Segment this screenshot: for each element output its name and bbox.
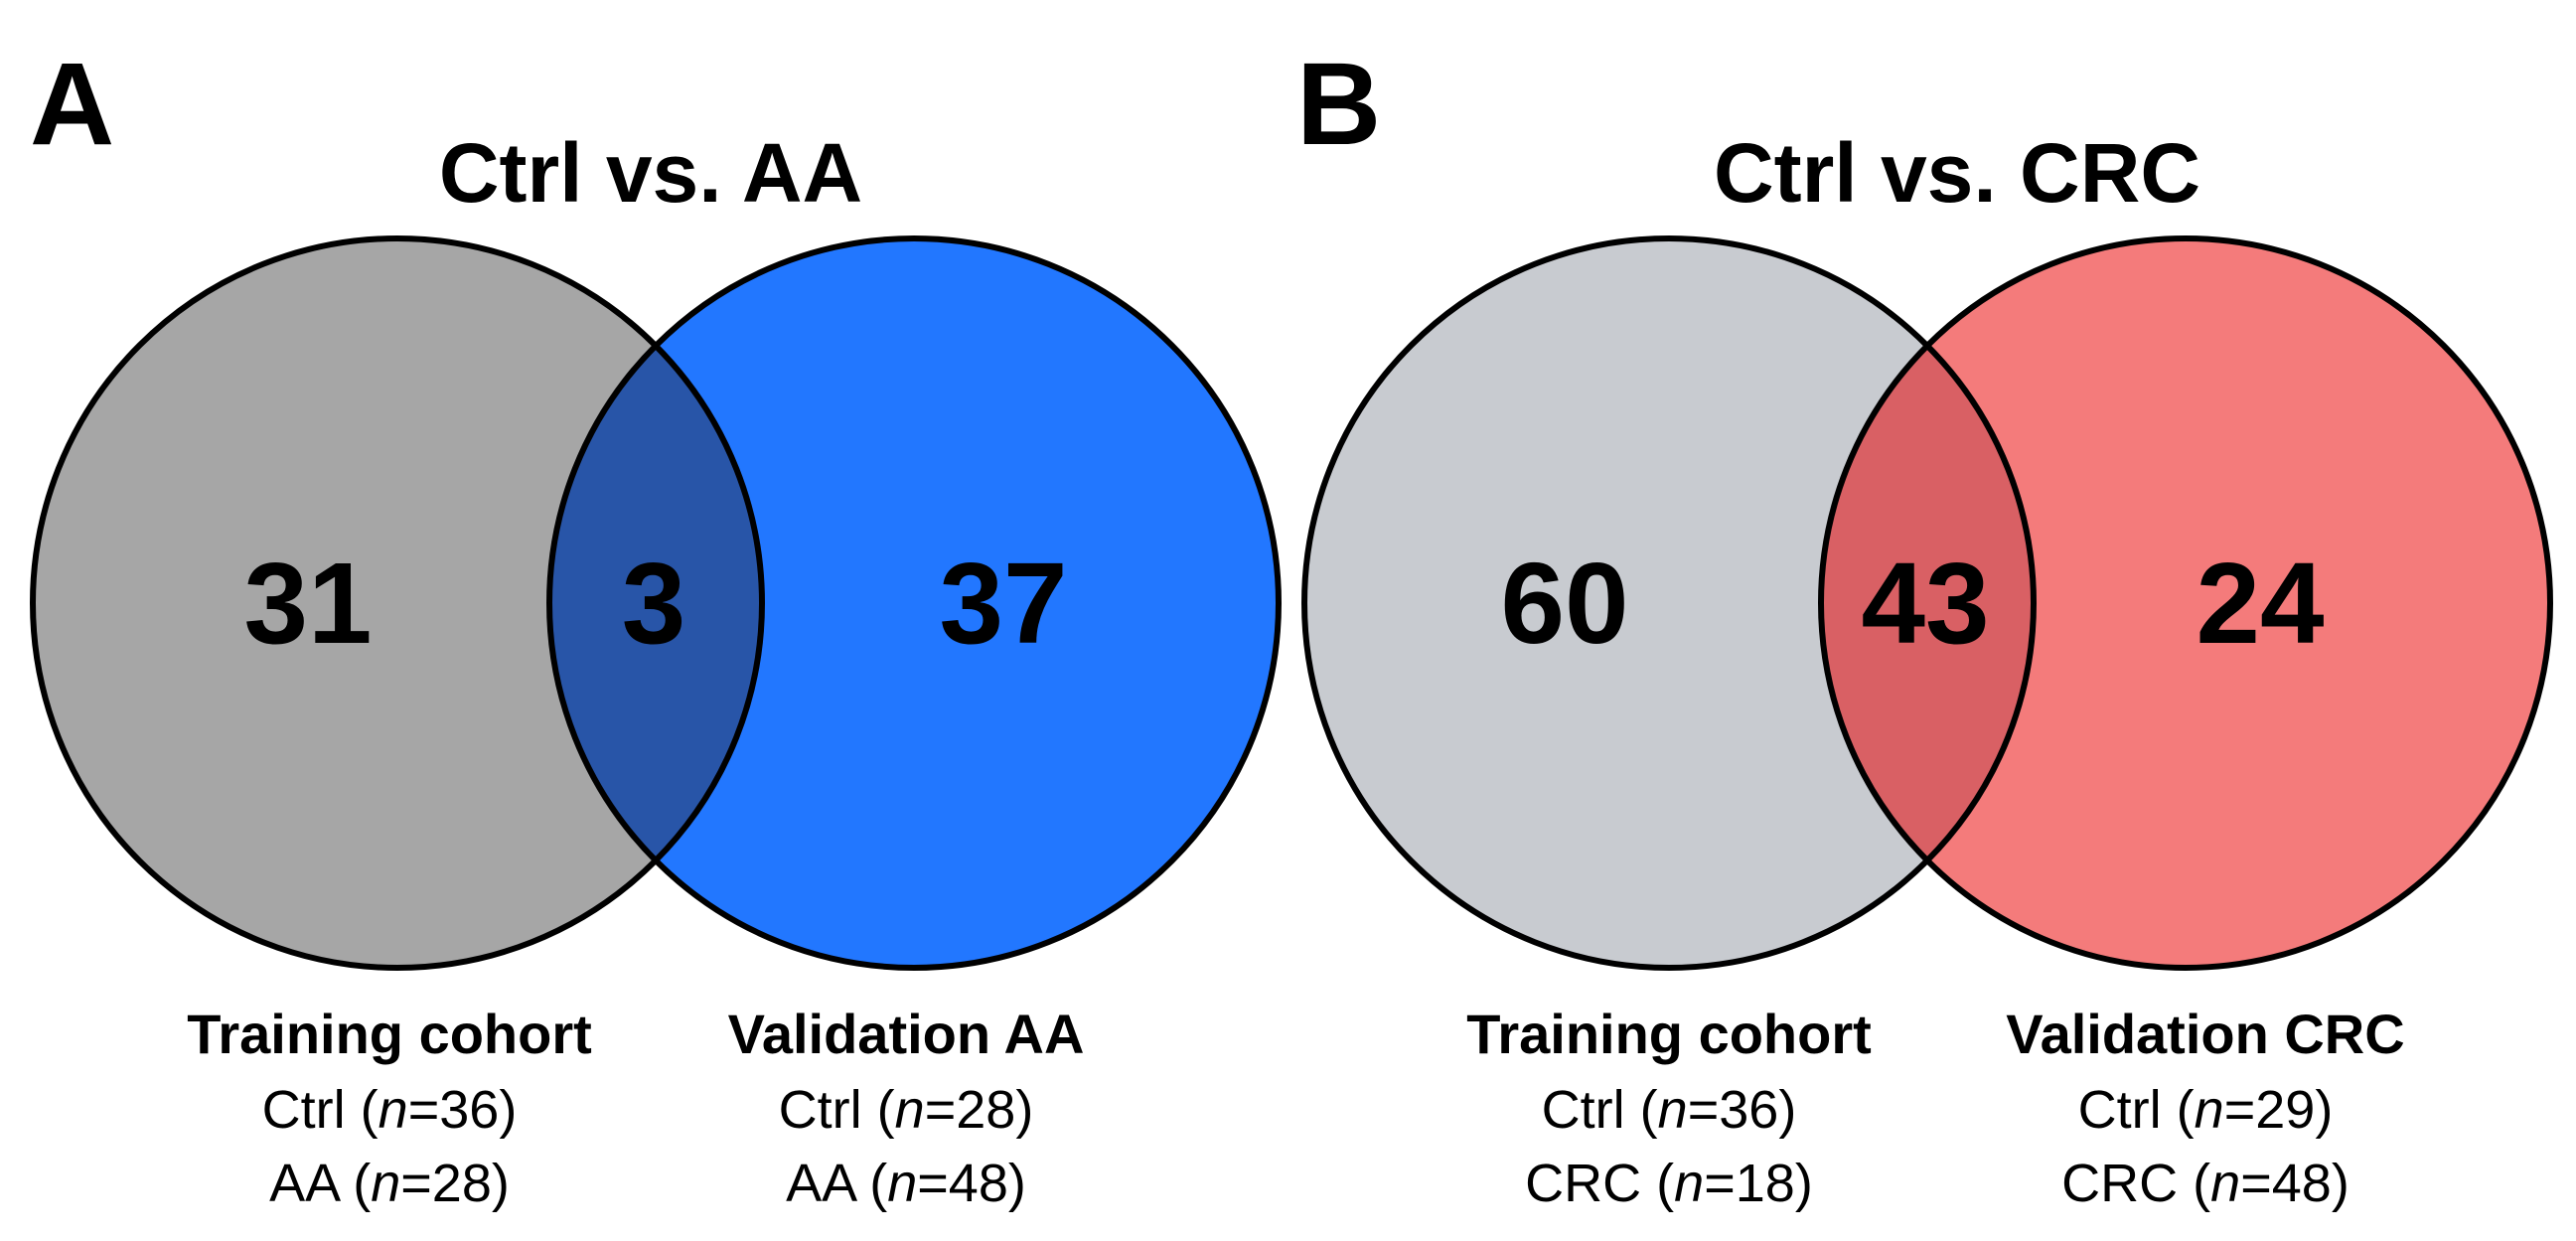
set-circle-left-outline xyxy=(1301,235,2037,971)
group-n: 29 xyxy=(2255,1080,2316,1140)
group-n: 28 xyxy=(431,1154,492,1213)
group-label: AA xyxy=(786,1154,855,1213)
group-n: 18 xyxy=(1735,1154,1795,1213)
panel-title: Ctrl vs. CRC xyxy=(1713,126,2201,220)
left-set-title: Training cohort xyxy=(187,1003,592,1065)
count-overlap: 3 xyxy=(622,539,686,668)
set-circle-right-outline xyxy=(546,235,1282,971)
set-circle-left-fill xyxy=(33,238,762,968)
count-right-only: 24 xyxy=(2196,539,2324,668)
panel-letter: B xyxy=(1296,39,1382,170)
right-set-title: Validation CRC xyxy=(2006,1003,2405,1065)
group-label: Ctrl xyxy=(778,1080,862,1140)
right-set-group-line: CRC (n=48) xyxy=(2061,1154,2349,1213)
right-set-caption: Validation AA Ctrl (n=28) AA (n=48) xyxy=(728,996,1085,1220)
right-set-group-line: AA (n=48) xyxy=(786,1154,1026,1213)
count-right-only: 37 xyxy=(939,539,1067,668)
venn-diagram: 60 43 24 xyxy=(1301,235,2553,971)
group-n: 48 xyxy=(2271,1154,2332,1213)
panel-letter: A xyxy=(30,39,115,170)
group-label: Ctrl xyxy=(2077,1080,2162,1140)
group-label: AA xyxy=(269,1154,339,1213)
left-set-caption: Training cohort Ctrl (n=36) AA (n=28) xyxy=(187,996,592,1220)
panel-b: B Ctrl vs. CRC 60 43 24 Training cohort … xyxy=(1291,0,2576,1241)
left-set-title: Training cohort xyxy=(1466,1003,1872,1065)
group-n: 28 xyxy=(956,1080,1016,1140)
set-circle-right-fill xyxy=(1821,238,2550,968)
group-label: Ctrl xyxy=(261,1080,346,1140)
right-set-group-line: Ctrl (n=29) xyxy=(2077,1080,2334,1140)
set-circle-right-outline xyxy=(1818,235,2553,971)
group-n: 36 xyxy=(1719,1080,1779,1140)
count-left-only: 60 xyxy=(1500,539,1628,668)
group-n: 48 xyxy=(948,1154,1008,1213)
venn-diagram: 31 3 37 xyxy=(30,235,1282,971)
count-left-only: 31 xyxy=(243,539,372,668)
count-overlap: 43 xyxy=(1861,539,1989,668)
group-label: CRC xyxy=(2061,1154,2179,1213)
left-set-caption: Training cohort Ctrl (n=36) CRC (n=18) xyxy=(1466,996,1872,1220)
right-set-caption: Validation CRC Ctrl (n=29) CRC (n=48) xyxy=(2006,996,2404,1220)
right-set-group-line: Ctrl (n=28) xyxy=(778,1080,1034,1140)
panel-a: A Ctrl vs. AA 31 3 37 Training cohort Ct… xyxy=(30,39,1282,1220)
right-set-title: Validation AA xyxy=(727,1003,1085,1065)
group-label: CRC xyxy=(1525,1154,1642,1213)
left-set-group-line: CRC (n=18) xyxy=(1525,1154,1813,1213)
left-set-group-line: Ctrl (n=36) xyxy=(261,1080,518,1140)
set-circle-left-fill xyxy=(1304,238,2034,968)
group-label: Ctrl xyxy=(1541,1080,1625,1140)
left-set-group-line: Ctrl (n=36) xyxy=(1541,1080,1797,1140)
left-set-group-line: AA (n=28) xyxy=(269,1154,510,1213)
set-circle-left-outline xyxy=(30,235,765,971)
set-circle-right-fill xyxy=(549,238,1279,968)
group-n: 36 xyxy=(439,1080,500,1140)
panel-title: Ctrl vs. AA xyxy=(438,126,863,220)
